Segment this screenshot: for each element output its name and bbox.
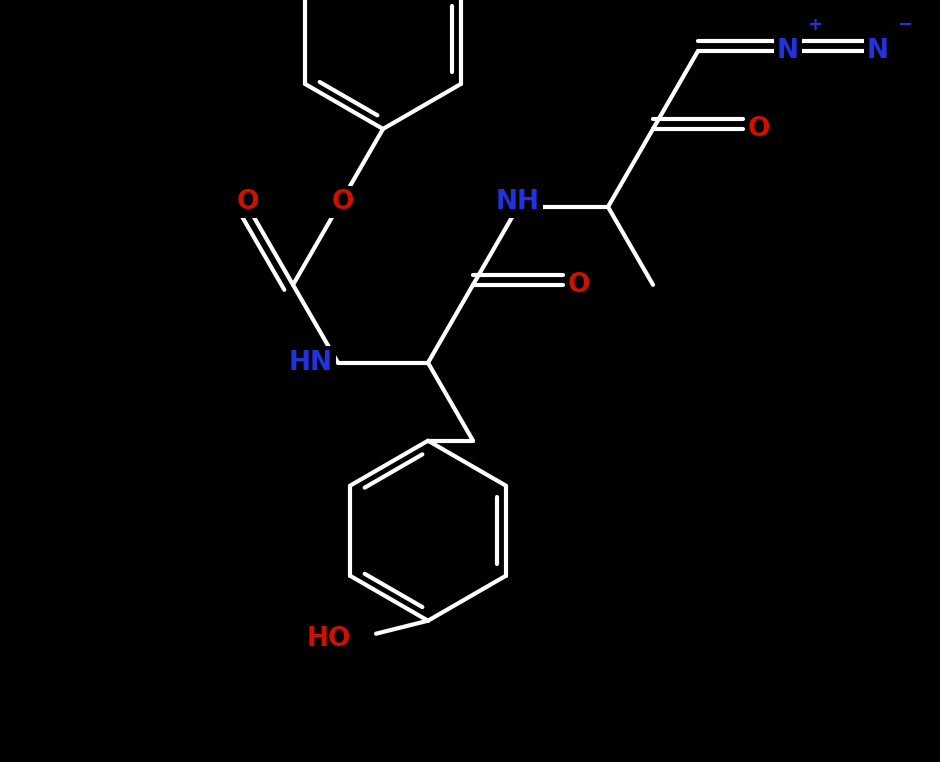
Text: N: N — [867, 38, 889, 64]
Text: +: + — [807, 16, 822, 34]
Text: HN: HN — [289, 350, 333, 376]
Text: O: O — [568, 272, 590, 298]
Text: O: O — [332, 189, 354, 215]
Text: O: O — [237, 189, 259, 215]
Text: HO: HO — [306, 626, 351, 652]
Text: NH: NH — [496, 189, 540, 215]
Text: N: N — [777, 38, 799, 64]
Text: O: O — [748, 116, 771, 142]
Text: −: − — [897, 16, 912, 34]
